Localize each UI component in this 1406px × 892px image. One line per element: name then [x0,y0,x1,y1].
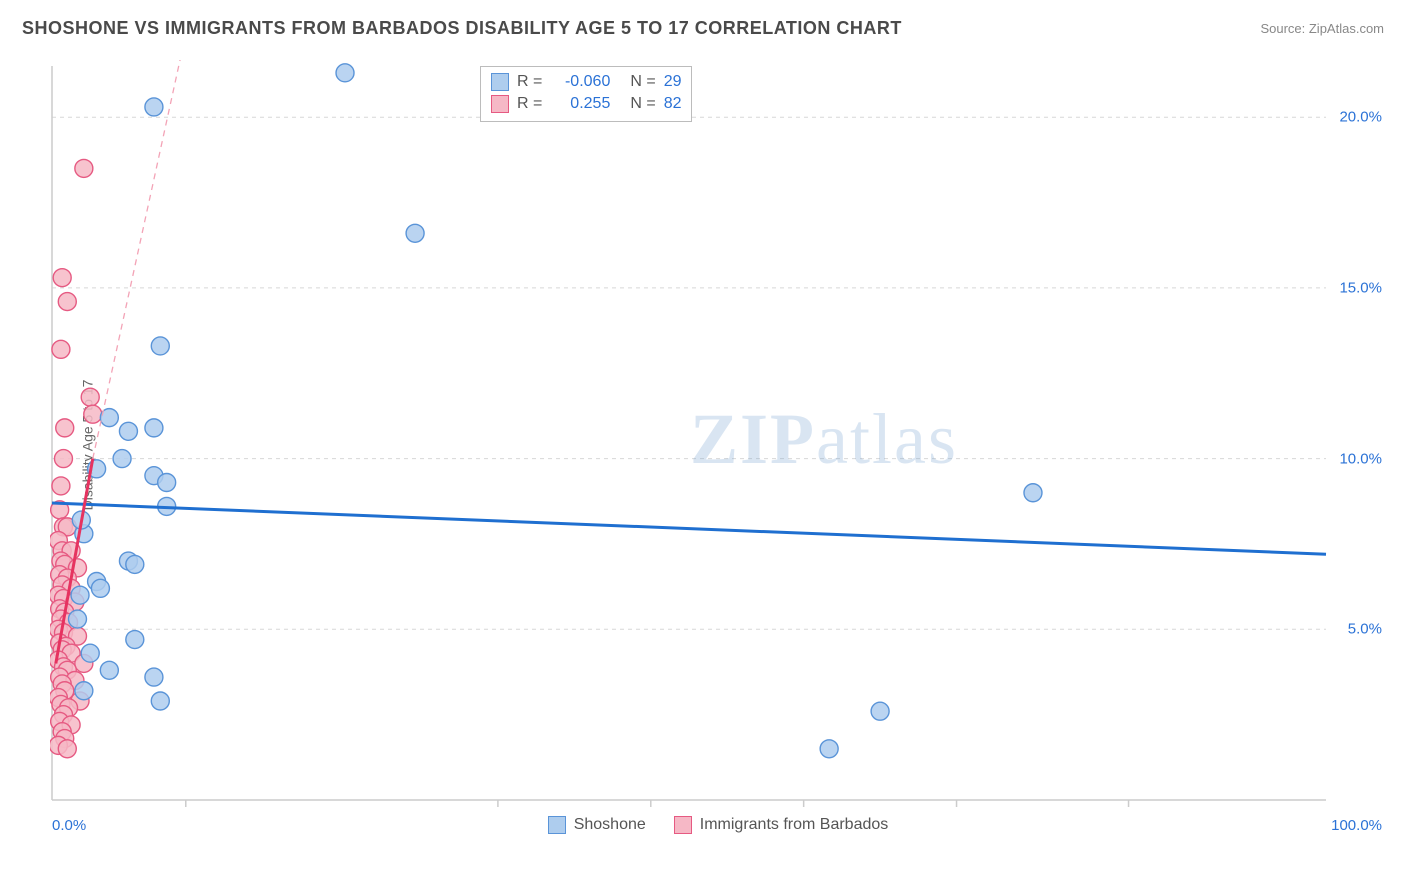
r-label: R = [517,93,542,115]
n-label: N = [630,93,655,115]
legend-label: Shoshone [574,816,646,834]
r-label: R = [517,71,542,93]
legend-item: Shoshone [548,816,646,834]
chart-area: Disability Age 5 to 17 ZIPatlas R = -0.0… [50,60,1386,830]
legend-stats-row: R = 0.255 N = 82 [491,93,681,115]
legend-swatch [491,73,509,91]
r-value: 0.255 [550,93,610,115]
legend-stats: R = -0.060 N = 29 R = 0.255 N = 82 [480,66,692,122]
legend-item: Immigrants from Barbados [674,816,889,834]
chart-title: SHOSHONE VS IMMIGRANTS FROM BARBADOS DIS… [22,18,902,39]
r-value: -0.060 [550,71,610,93]
y-tick-label: 20.0% [1339,109,1382,126]
n-value: 29 [664,71,682,93]
x-max-label: 100.0% [1331,817,1382,834]
legend-label: Immigrants from Barbados [700,816,889,834]
legend-swatch [548,816,566,834]
scatter-plot [50,60,1386,830]
chart-header: SHOSHONE VS IMMIGRANTS FROM BARBADOS DIS… [22,18,1384,39]
y-tick-label: 5.0% [1348,621,1382,638]
x-min-label: 0.0% [52,817,86,834]
n-label: N = [630,71,655,93]
legend-bottom: Shoshone Immigrants from Barbados [50,816,1386,834]
legend-stats-row: R = -0.060 N = 29 [491,71,681,93]
legend-swatch [674,816,692,834]
y-tick-label: 15.0% [1339,279,1382,296]
y-tick-label: 10.0% [1339,450,1382,467]
chart-source: Source: ZipAtlas.com [1260,21,1384,36]
legend-swatch [491,95,509,113]
n-value: 82 [664,93,682,115]
